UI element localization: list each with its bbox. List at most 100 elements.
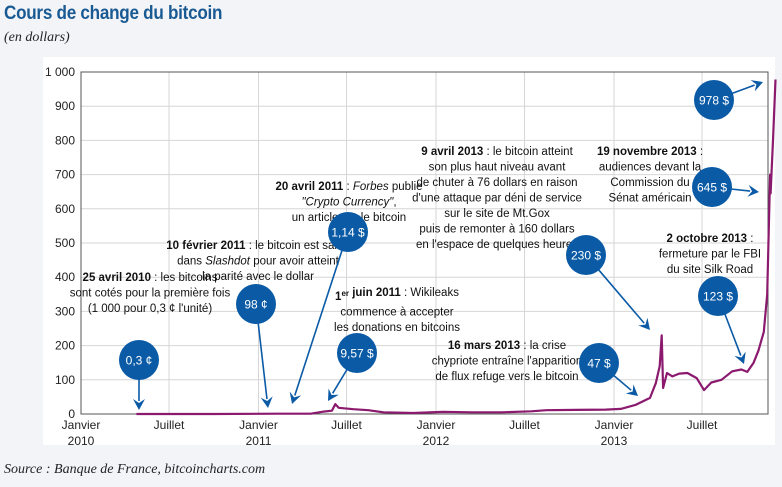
annotation-text-line: fermeture par le FBI [659, 249, 761, 261]
annotation-text-segment: 2 octobre 2013 [667, 233, 748, 245]
annotation: 16 mars 2013 : la crise chypriote entraîn… [432, 340, 638, 396]
plot-background [43, 57, 775, 445]
chart-source: Source : Banque de France, bitcoincharts… [4, 462, 266, 477]
value-bubble-label: 1,14 $ [331, 226, 365, 240]
annotation-text-segment: d'une attaque par déni de service [412, 193, 582, 205]
y-tick-label: 600 [55, 202, 75, 216]
y-tick-label: 0 [68, 407, 75, 421]
annotation-text-line: d'une attaque par déni de service [412, 193, 582, 205]
annotation-text-segment: 9 avril 2013 [421, 146, 483, 158]
annotation-text-line: (1 000 pour 0,3 ¢ l'unité) [88, 303, 212, 315]
annotation-text-segment: 20 avril 2011 [275, 181, 343, 193]
value-bubble [694, 80, 734, 120]
annotation-text-segment: de chuter à 76 dollars en raison [416, 177, 577, 189]
annotation-text-segment: Forbes [353, 181, 389, 193]
arrowhead-icon [260, 396, 273, 408]
annotation-text-line: la parité avec le dollar [202, 271, 314, 283]
x-tick-label: Juillet [509, 418, 540, 432]
annotation-text-segment: : le bitcoin atteint [483, 146, 573, 158]
annotation-text-segment: sur le site de Mt.Gox [444, 208, 550, 220]
annotation-text-line: 25 avril 2010 : les bitcoins [83, 272, 218, 284]
y-tick-label: 500 [55, 236, 75, 250]
annotation: 978 $ [694, 80, 763, 120]
arrowhead-icon [328, 388, 339, 401]
y-tick-label: 200 [55, 339, 75, 353]
annotation: 2 octobre 2013 : fermeture par le FBI du s… [659, 233, 761, 364]
arrowhead-icon [638, 317, 650, 330]
annotation-text-segment: son plus haut niveau avant [429, 162, 567, 174]
value-bubble-label: 978 $ [699, 94, 729, 108]
annotation-text-line: commence à accepter [340, 307, 453, 319]
annotation: 10 février 2011 : le bitcoin est salué da… [166, 240, 350, 408]
value-bubble-label: 123 $ [703, 290, 733, 304]
annotation-text-segment: dans [177, 256, 205, 268]
annotation-arrow [730, 188, 751, 192]
annotation-text-line: de chuter à 76 dollars en raison [416, 177, 577, 189]
annotation-text-segment: Slashdot [205, 256, 251, 268]
annotation-text-line: Commission du [610, 177, 689, 189]
arrowhead-icon [734, 351, 746, 364]
annotation-text-line: sur le site de Mt.Gox [444, 208, 550, 220]
annotation-text-line: 16 mars 2013 : la crise [448, 340, 566, 352]
value-bubble [698, 276, 738, 316]
value-bubble [119, 340, 159, 380]
y-tick-label: 300 [55, 304, 75, 318]
annotation-text-line: en l'espace de quelques heures [416, 239, 578, 251]
annotation-text-segment: er [341, 289, 349, 298]
annotation-text-segment: , [393, 197, 396, 209]
annotation-arrow [597, 268, 645, 324]
y-tick-label: 1 000 [45, 65, 75, 79]
annotation-text-segment: Sénat américain [608, 193, 691, 205]
arrowhead-icon [750, 80, 763, 92]
chart-title: Cours de change du bitcoin [4, 3, 223, 24]
annotation-arrow [724, 313, 742, 356]
value-bubble-label: 9,57 $ [340, 347, 374, 361]
annotation: 1er juin 2011 : Wikileaks commence à acce… [328, 287, 460, 401]
annotation-text-segment: de flux refuge vers le bitcoin [435, 371, 578, 383]
chart-subtitle: (en dollars) [4, 30, 70, 45]
annotation-text-segment: chypriote entraîne l'apparition [432, 356, 583, 368]
value-bubble [692, 167, 732, 207]
annotation-text-line: 19 novembre 2013 : [597, 146, 703, 158]
annotation-text-segment: (1 000 pour 0,3 ¢ l'unité) [88, 303, 212, 315]
annotation-text-segment: "Crypto Currency" [301, 197, 394, 209]
value-bubble [337, 333, 377, 373]
annotation-text-segment: commence à accepter [340, 307, 453, 319]
annotation-text-segment: les donations en bitcoins [334, 322, 460, 334]
x-tick-label: Juillet [687, 418, 718, 432]
annotation-text-segment: : le bitcoin est salué [246, 240, 350, 252]
annotation-arrow [731, 84, 755, 95]
y-tick-label: 900 [55, 99, 75, 113]
annotation-text-segment: : les bitcoins [151, 272, 218, 284]
annotation-text-segment: pour avoir atteint [250, 256, 340, 268]
annotation-text-segment: publie [389, 181, 423, 193]
annotation-text-segment: 19 novembre 2013 [597, 146, 697, 158]
annotation-text-line: son plus haut niveau avant [429, 162, 567, 174]
value-bubble [328, 212, 368, 252]
annotation-text-segment: Commission du [610, 177, 689, 189]
annotation-arrow [294, 249, 343, 396]
annotation-text-segment: : [747, 233, 753, 245]
x-tick-label: Juillet [154, 418, 185, 432]
annotation-text-line: les donations en bitcoins [334, 322, 460, 334]
annotation-text-segment: 16 mars 2013 [448, 340, 520, 352]
value-bubble-label: 230 $ [571, 249, 601, 263]
value-bubble [236, 284, 276, 324]
annotation-text-line: du site Silk Road [667, 264, 753, 276]
annotation: 25 avril 2010 : les bitcoins sont cotés p… [70, 272, 230, 410]
value-bubble-label: 47 $ [587, 357, 611, 371]
y-tick-label: 400 [55, 270, 75, 284]
annotation-text-line: 9 avril 2013 : le bitcoin atteint [421, 146, 573, 158]
arrowhead-icon [289, 391, 302, 404]
x-tick-label: Janvier [595, 418, 634, 432]
annotation-text-line: 1er juin 2011 : Wikileaks [335, 287, 459, 303]
annotation-text-segment: juin 2011 [349, 287, 401, 299]
annotation-arrow [331, 368, 348, 394]
arrowhead-icon [133, 399, 145, 410]
annotation-text-line: dans Slashdot pour avoir atteint [177, 256, 340, 268]
value-bubble [566, 235, 606, 275]
annotation-text-segment: : Wikileaks [401, 287, 459, 299]
arrowhead-icon [625, 384, 638, 396]
annotation-arrow [612, 374, 632, 391]
